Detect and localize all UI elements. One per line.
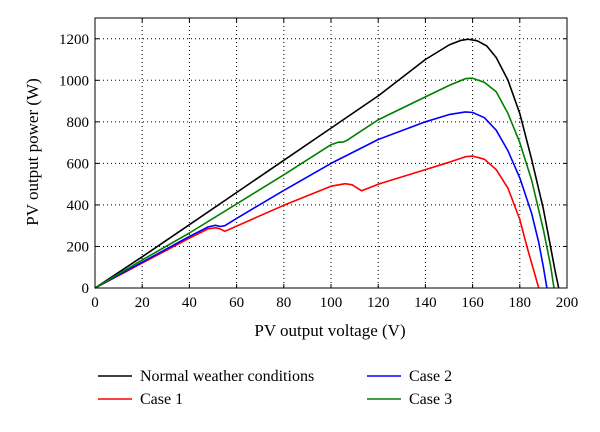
y-tick-label: 0	[82, 281, 90, 297]
series-line-case-1	[94, 155, 540, 289]
y-tick-label: 1200	[59, 32, 89, 48]
x-tick-label: 80	[276, 295, 291, 311]
legend-label-case3: Case 3	[409, 391, 452, 408]
x-tick-label: 100	[320, 295, 343, 311]
y-axis-label: PV output power (W)	[23, 78, 42, 225]
legend-label-case2: Case 2	[409, 368, 452, 385]
x-tick-label: 200	[556, 295, 579, 311]
legend-label-case1: Case 1	[140, 391, 183, 408]
series-line-normal-weather-conditions	[94, 38, 560, 289]
y-tick-label: 400	[67, 198, 90, 214]
series-line-case-3	[94, 77, 555, 289]
y-tick-label: 1000	[59, 73, 89, 89]
x-tick-label: 0	[91, 295, 99, 311]
x-tick-label: 40	[182, 295, 197, 311]
legend-label-normal: Normal weather conditions	[140, 368, 314, 385]
x-tick-label: 180	[509, 295, 532, 311]
series-line-case-2	[94, 111, 548, 289]
legend: Normal weather conditions Case 1 Case 2 …	[98, 368, 452, 408]
x-axis-label: PV output voltage (V)	[254, 321, 405, 340]
x-tick-label: 60	[229, 295, 244, 311]
x-tick-label: 160	[461, 295, 484, 311]
axis-ticks: 0 20 40 60 80 100 120 140 160 180 200 0 200 400 600 800…	[59, 18, 578, 311]
y-tick-label: 800	[67, 115, 90, 131]
y-tick-label: 600	[67, 156, 90, 172]
x-tick-label: 20	[135, 295, 150, 311]
y-tick-label: 200	[67, 239, 90, 255]
series-lines	[94, 38, 560, 289]
x-tick-label: 140	[414, 295, 437, 311]
x-tick-label: 120	[367, 295, 390, 311]
